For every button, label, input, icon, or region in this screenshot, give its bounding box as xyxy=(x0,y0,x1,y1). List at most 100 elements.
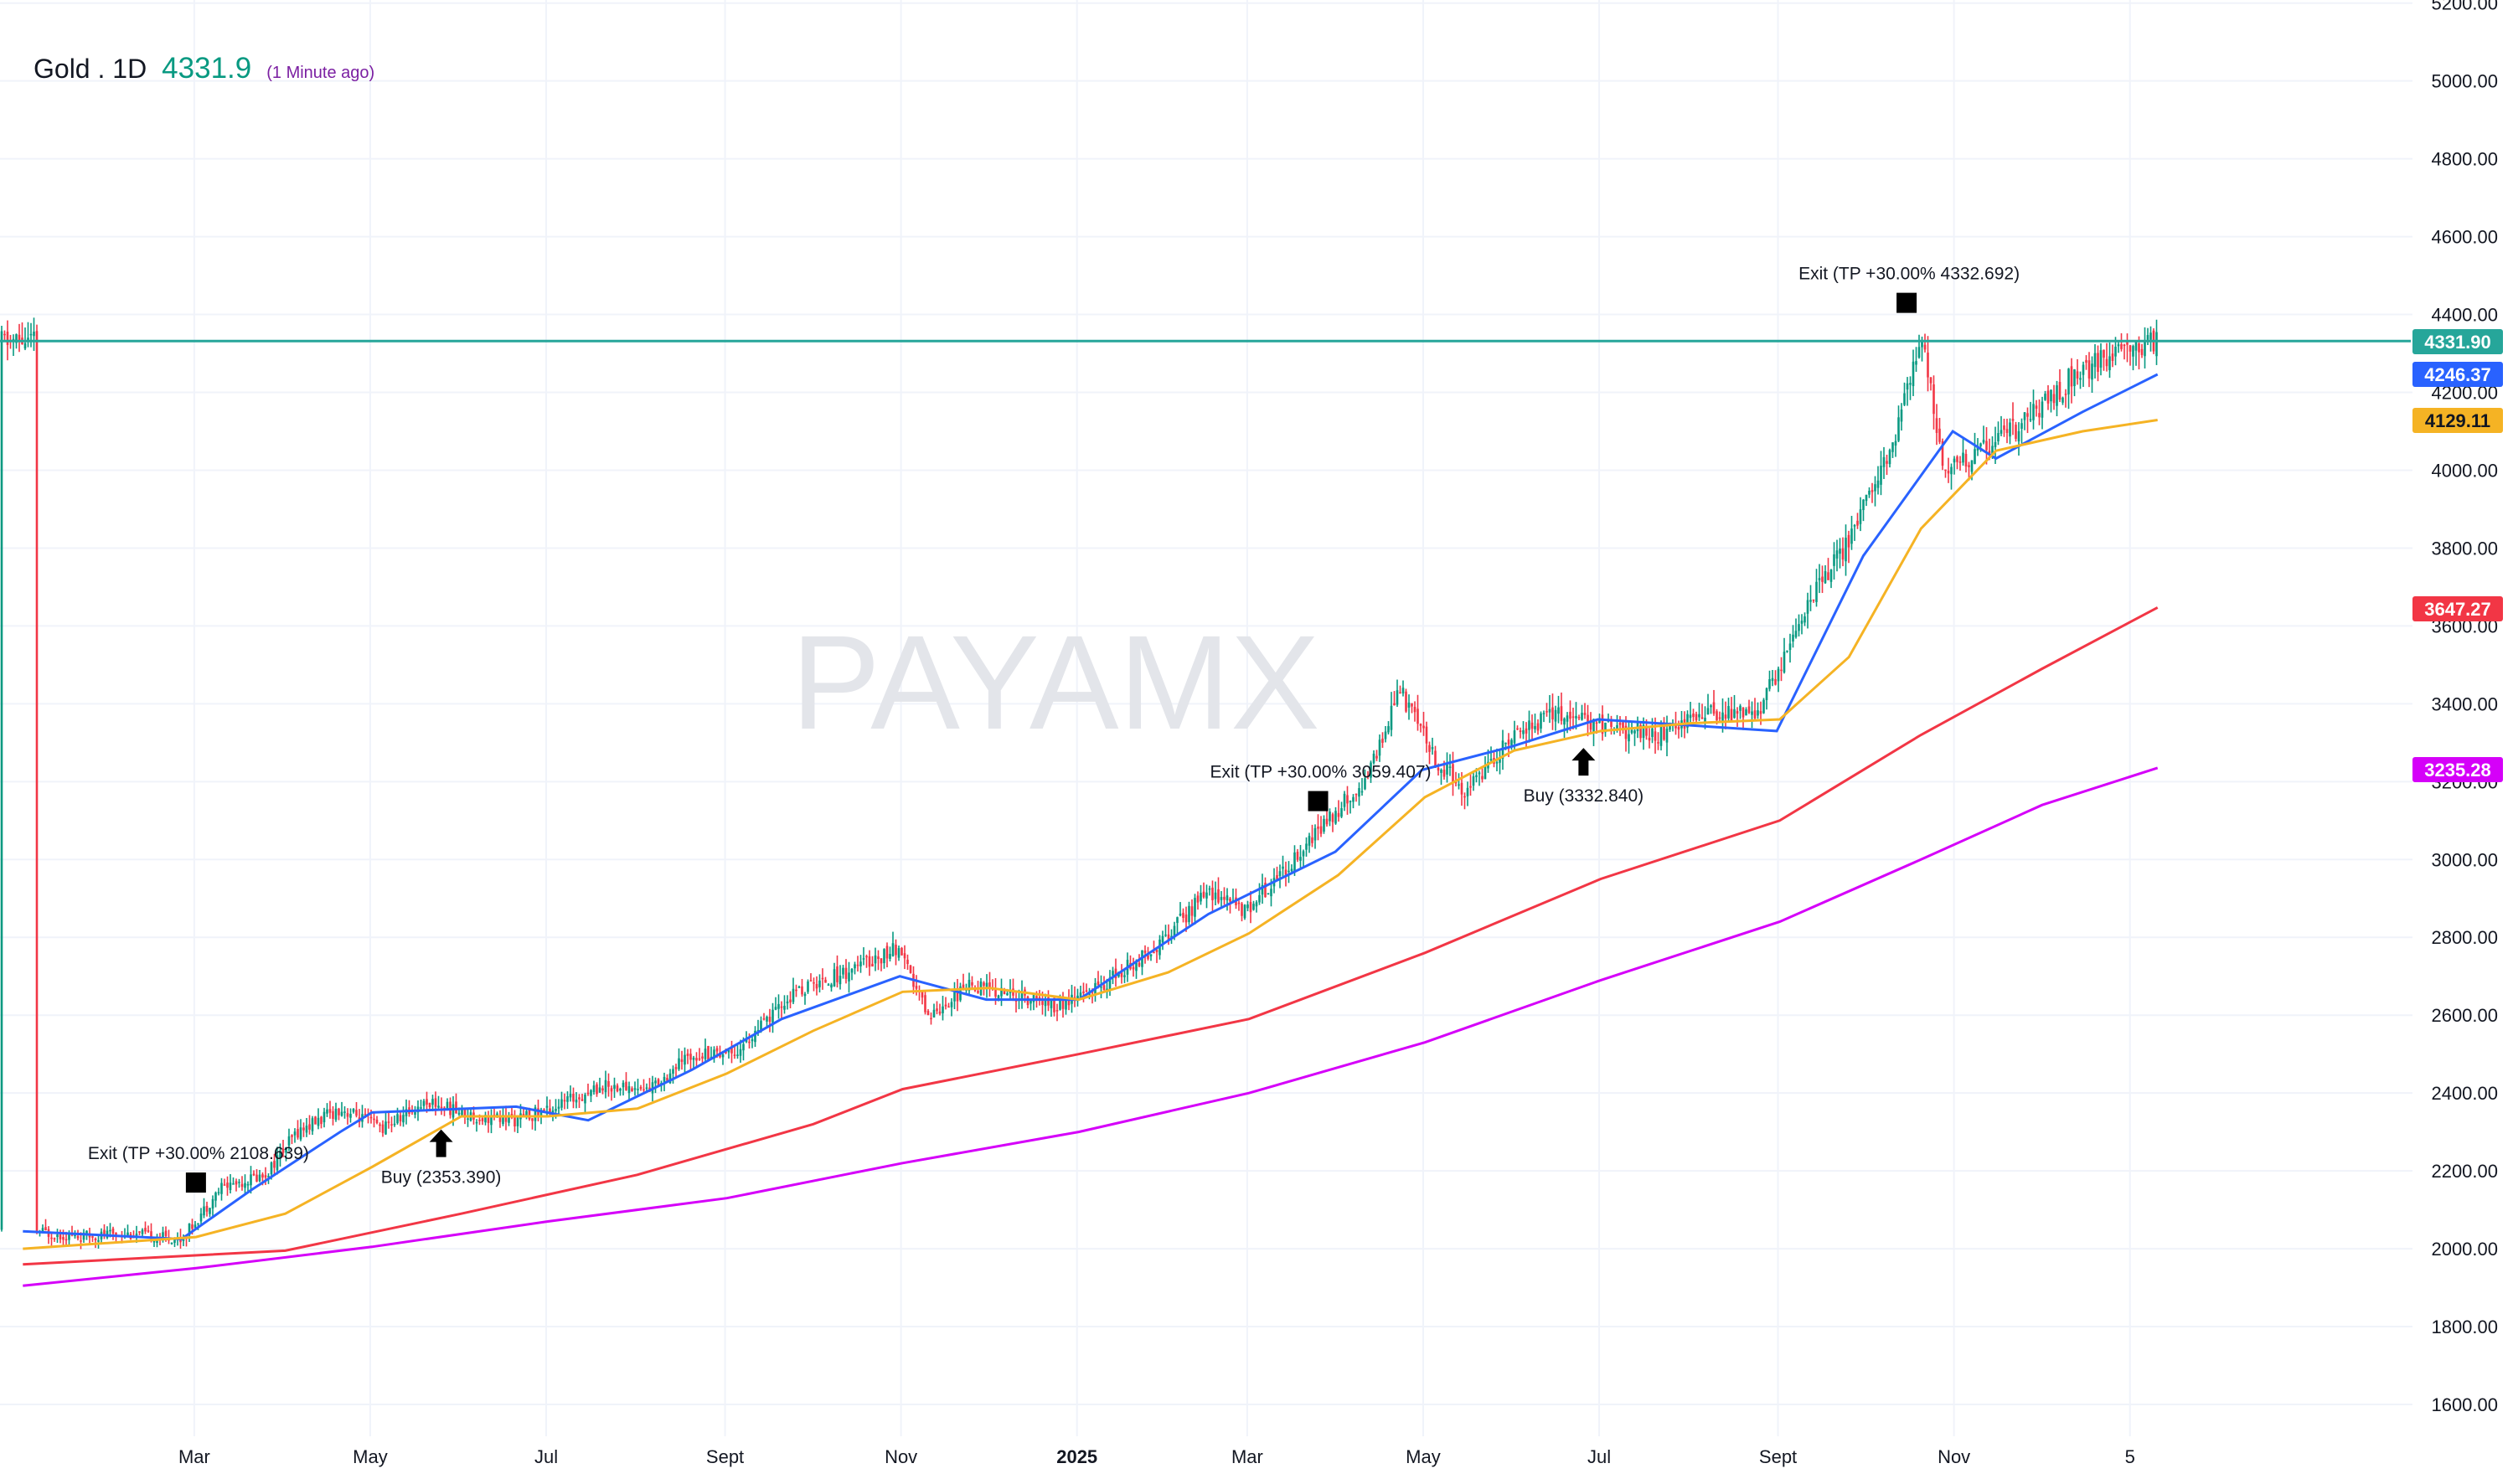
candle xyxy=(903,945,906,970)
candle xyxy=(1308,832,1311,853)
candle xyxy=(821,968,824,990)
candle xyxy=(1249,890,1252,924)
candle xyxy=(1299,844,1302,868)
candle xyxy=(1349,800,1352,814)
candle xyxy=(226,1176,229,1196)
symbol-title[interactable]: Gold . 1D xyxy=(34,54,147,84)
candle xyxy=(1358,782,1360,806)
candle xyxy=(824,976,827,983)
candle xyxy=(1862,498,1865,522)
candle xyxy=(1923,333,1927,353)
candle xyxy=(1695,711,1698,723)
candle xyxy=(1065,999,1067,1015)
candle xyxy=(1686,710,1689,734)
candle xyxy=(379,1122,381,1133)
y-tick-label: 4600.00 xyxy=(2431,227,2498,248)
candle xyxy=(801,978,803,997)
candle xyxy=(1997,421,2000,446)
y-tick-label: 2400.00 xyxy=(2431,1083,2498,1104)
candle xyxy=(59,1229,62,1244)
candle xyxy=(1196,891,1200,910)
candle xyxy=(475,1119,478,1132)
candle xyxy=(1384,726,1387,743)
candle xyxy=(921,990,924,1005)
candle xyxy=(381,1120,384,1137)
candle xyxy=(1788,633,1792,663)
candle xyxy=(813,977,815,992)
candle xyxy=(1317,814,1319,841)
candle xyxy=(1841,537,1845,567)
series-line-ema_slowest xyxy=(23,766,2159,1287)
series-line-ema_fast xyxy=(23,373,2159,1241)
candle xyxy=(1190,899,1194,925)
candle xyxy=(1276,866,1278,880)
candle xyxy=(2005,418,2009,444)
candle xyxy=(848,961,850,993)
candle xyxy=(1419,723,1422,733)
candle xyxy=(631,1086,633,1092)
candle xyxy=(988,971,991,997)
candle xyxy=(1771,669,1774,687)
candle xyxy=(361,1105,364,1128)
candle xyxy=(2003,418,2005,437)
candle xyxy=(1337,800,1340,822)
x-tick-label: 2025 xyxy=(1056,1446,1097,1467)
candle xyxy=(1812,599,1815,603)
candle xyxy=(1950,463,1953,490)
candle xyxy=(358,1109,361,1128)
candle xyxy=(1540,711,1542,734)
badge-ema_slow: 3647.27 xyxy=(2412,596,2503,621)
candle xyxy=(1853,523,1856,541)
candle xyxy=(780,1001,783,1018)
candle xyxy=(1396,679,1399,708)
candle xyxy=(2129,344,2132,366)
candle xyxy=(1208,885,1211,896)
candle xyxy=(2087,352,2091,388)
candle xyxy=(751,1036,754,1049)
candle xyxy=(1431,737,1434,755)
candle xyxy=(1845,524,1847,576)
candle xyxy=(399,1111,402,1126)
exit-marker: Exit (TP +30.00% 4332.692) xyxy=(1798,265,2020,313)
candle xyxy=(1155,947,1158,963)
candle xyxy=(985,974,988,998)
candle xyxy=(1296,848,1299,863)
candle xyxy=(924,990,926,1015)
candle xyxy=(1217,877,1220,904)
candle xyxy=(1194,894,1196,925)
candle xyxy=(1129,955,1132,971)
x-tick-label: Nov xyxy=(1938,1446,1970,1467)
candle xyxy=(23,327,27,351)
candle xyxy=(334,1102,338,1122)
candle xyxy=(1489,746,1493,763)
candle xyxy=(2120,332,2123,352)
candle xyxy=(1472,770,1475,791)
candle xyxy=(2073,368,2076,397)
candle xyxy=(563,1093,566,1110)
candle xyxy=(1287,861,1290,884)
candle xyxy=(47,1226,50,1244)
candle xyxy=(1534,714,1536,734)
candle xyxy=(895,939,897,966)
y-tick-label: 2800.00 xyxy=(2431,927,2498,948)
candle xyxy=(1370,760,1372,783)
candle xyxy=(1927,336,1929,392)
candle xyxy=(1583,703,1587,719)
candle xyxy=(2011,402,2015,435)
candle xyxy=(815,976,818,996)
candle xyxy=(144,1221,147,1234)
candle xyxy=(1401,680,1405,697)
candle xyxy=(1829,569,1833,589)
badge-ema_slowest: 3235.28 xyxy=(2412,757,2503,782)
candle xyxy=(293,1128,297,1143)
candle xyxy=(299,1119,302,1141)
candle xyxy=(680,1050,684,1070)
exit-label: Exit (TP +30.00% 4332.692) xyxy=(1798,265,2020,284)
candle xyxy=(2000,415,2003,436)
candle xyxy=(1706,693,1710,715)
candle xyxy=(2050,389,2052,413)
candle xyxy=(1226,888,1229,911)
candle xyxy=(2140,343,2144,358)
